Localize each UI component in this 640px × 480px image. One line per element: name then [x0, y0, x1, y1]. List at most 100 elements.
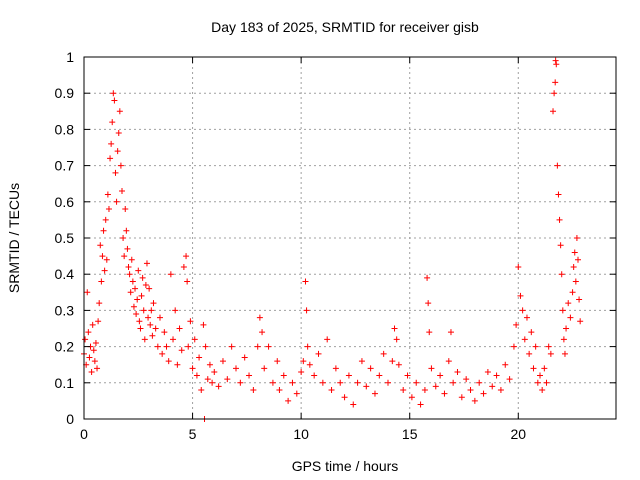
data-point	[261, 365, 268, 372]
data-point	[180, 263, 187, 270]
data-point	[572, 278, 579, 285]
data-point	[332, 365, 339, 372]
data-point	[138, 292, 145, 299]
data-point	[454, 368, 461, 375]
y-tick-label: 0.5	[55, 230, 75, 246]
data-point	[552, 79, 559, 86]
data-point	[121, 253, 128, 260]
data-point	[92, 339, 99, 346]
data-point	[573, 235, 580, 241]
data-point	[515, 263, 522, 270]
data-point	[576, 296, 583, 303]
data-point	[178, 347, 185, 354]
x-tick-label: 15	[402, 426, 418, 442]
data-point	[389, 358, 396, 365]
data-point	[400, 387, 407, 394]
data-point	[174, 361, 181, 368]
data-point	[371, 390, 378, 397]
data-point	[293, 390, 300, 397]
data-point	[274, 358, 281, 365]
data-point	[94, 365, 101, 372]
data-point	[567, 314, 574, 321]
data-point	[408, 394, 415, 401]
y-tick-label: 1	[66, 49, 74, 65]
data-point	[493, 372, 500, 379]
data-point	[437, 372, 444, 379]
data-point	[233, 365, 239, 372]
data-point	[545, 343, 552, 350]
data-point	[149, 332, 156, 339]
data-point	[184, 278, 191, 285]
data-point	[89, 321, 96, 328]
data-point	[413, 379, 420, 386]
data-point	[96, 300, 103, 307]
data-point	[517, 292, 524, 299]
data-point	[126, 271, 133, 278]
data-point	[219, 358, 226, 365]
data-point	[432, 383, 439, 390]
data-point	[280, 372, 287, 379]
data-point	[523, 314, 530, 321]
data-point	[480, 390, 487, 397]
data-point	[157, 314, 163, 321]
data-point	[189, 365, 196, 372]
data-point	[152, 325, 159, 332]
data-point	[123, 227, 130, 234]
data-point	[497, 387, 504, 394]
data-point	[350, 401, 357, 408]
data-point	[519, 307, 526, 314]
data-point	[154, 343, 161, 350]
data-points	[81, 57, 584, 422]
y-tick-label: 0.7	[55, 158, 75, 174]
data-point	[161, 329, 168, 336]
grid-lines	[84, 57, 616, 419]
data-point	[241, 354, 248, 361]
data-point	[421, 387, 428, 394]
data-point	[259, 329, 266, 336]
data-point	[215, 383, 222, 390]
data-point	[100, 227, 107, 234]
data-point	[555, 191, 562, 198]
data-point	[537, 372, 543, 379]
data-point	[128, 256, 135, 263]
data-point	[111, 97, 118, 104]
data-point	[250, 387, 257, 394]
data-point	[224, 376, 231, 383]
data-point	[84, 289, 91, 296]
data-point	[467, 387, 474, 394]
data-point	[563, 325, 570, 332]
data-point	[569, 289, 576, 296]
data-point	[354, 379, 361, 386]
data-point	[116, 108, 123, 115]
y-tick-label: 0.8	[55, 121, 75, 137]
data-point	[112, 169, 119, 176]
data-point	[256, 314, 263, 321]
data-point	[534, 379, 541, 386]
data-point	[117, 162, 124, 169]
data-point	[445, 358, 452, 365]
data-point	[489, 383, 496, 390]
data-point	[302, 278, 309, 285]
data-point	[476, 379, 483, 386]
data-point	[142, 282, 149, 289]
data-point	[183, 253, 190, 260]
data-point	[135, 267, 142, 274]
data-point	[204, 376, 211, 383]
data-point	[395, 361, 402, 368]
data-point	[417, 401, 424, 408]
y-tick-label: 0.9	[55, 85, 75, 101]
data-point	[441, 390, 448, 397]
x-axis-label: GPS time / hours	[292, 458, 399, 474]
data-point	[130, 303, 137, 310]
data-point	[426, 329, 433, 336]
data-point	[450, 379, 457, 386]
data-point	[120, 235, 127, 241]
data-point	[196, 354, 203, 361]
data-point	[341, 394, 348, 401]
data-point	[315, 350, 322, 357]
data-point	[565, 300, 572, 307]
data-point	[202, 343, 209, 350]
data-point	[328, 387, 335, 394]
data-point	[269, 379, 276, 386]
